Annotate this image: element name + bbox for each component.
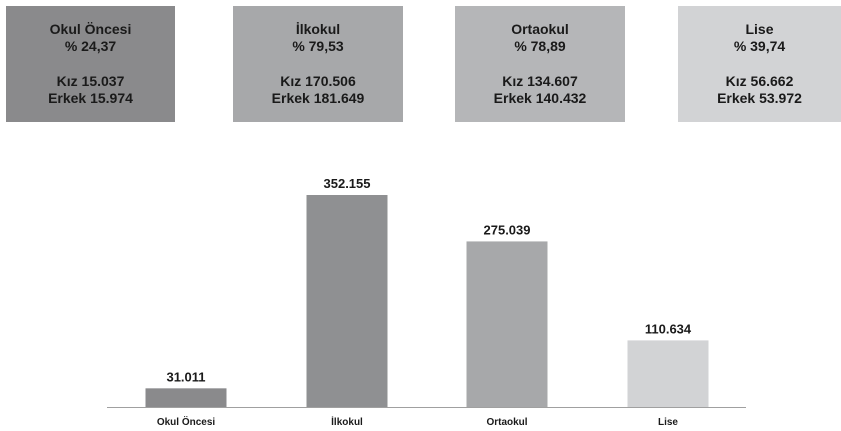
card-okul-oncesi: Okul Öncesi % 24,37 Kız 15.037 Erkek 15.… <box>6 6 175 122</box>
card-female-count: Kız 56.662 <box>725 73 794 89</box>
bar-1 <box>306 195 388 407</box>
bar-value-label: 31.011 <box>166 369 205 384</box>
card-title: İlkokul <box>295 21 341 37</box>
card-female-count: Kız 15.037 <box>56 73 125 89</box>
card-title: Okul Öncesi <box>49 21 132 37</box>
card-ilkokul: İlkokul % 79,53 Kız 170.506 Erkek 181.64… <box>233 6 403 122</box>
card-male-count: Erkek 53.972 <box>717 90 802 106</box>
card-ortaokul: Ortaokul % 78,89 Kız 134.607 Erkek 140.4… <box>455 6 625 122</box>
card-title: Ortaokul <box>511 21 569 37</box>
category-label: Lise <box>658 417 678 428</box>
bar-value-label: 110.634 <box>645 321 692 336</box>
card-percent: % 24,37 <box>64 38 117 54</box>
category-label: Okul Öncesi <box>157 415 216 428</box>
bar-3 <box>627 340 709 407</box>
card-male-count: Erkek 15.974 <box>48 90 133 106</box>
card-female-count: Kız 134.607 <box>502 73 578 89</box>
card-male-count: Erkek 181.649 <box>271 90 365 106</box>
card-female-count: Kız 170.506 <box>280 73 356 89</box>
bar-0 <box>145 388 227 407</box>
card-percent: % 78,89 <box>514 38 566 54</box>
bar-value-label: 352.155 <box>324 176 371 191</box>
card-lise: Lise % 39,74 Kız 56.662 Erkek 53.972 <box>678 6 841 122</box>
category-label: İlkokul <box>331 415 363 428</box>
card-percent: % 79,53 <box>292 38 344 54</box>
card-male-count: Erkek 140.432 <box>493 90 587 106</box>
card-percent: % 39,74 <box>733 38 786 54</box>
bar-2 <box>466 241 548 407</box>
category-label: Ortaokul <box>486 417 527 428</box>
bar-value-label: 275.039 <box>484 222 531 237</box>
card-title: Lise <box>745 21 774 37</box>
